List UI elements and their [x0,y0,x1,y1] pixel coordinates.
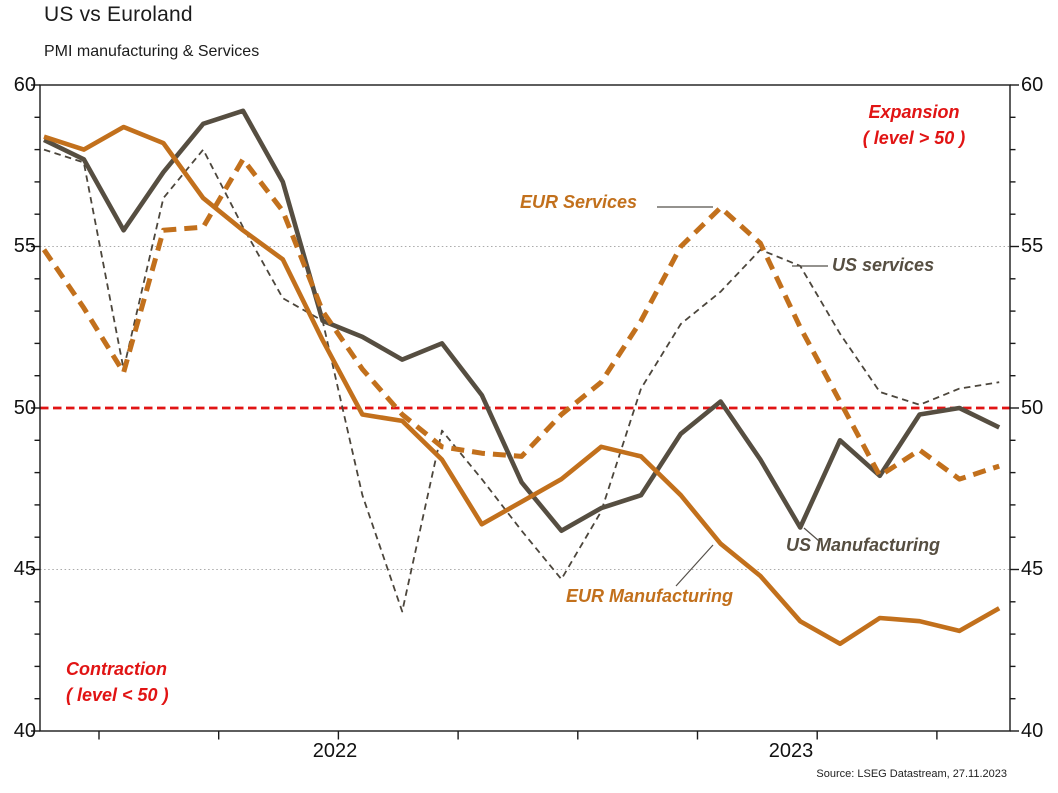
annotation-contraction: Contraction ( level < 50 ) [66,656,169,708]
y-tick-label-left: 50 [13,397,36,419]
series-line-eur-services [41,156,1000,482]
y-tick-label-left: 60 [13,74,36,96]
x-tick-label-2022: 2022 [312,740,358,762]
callout-us-manufacturing [803,527,820,542]
annotation-expansion-line2: ( level > 50 ) [862,128,966,148]
series-line-eur-manufacturing [43,124,1001,647]
y-tick-label-right: 55 [1021,235,1044,257]
page-title: US vs Euroland [44,3,193,26]
series-line-us-manufacturing [42,108,1001,534]
callout-eur-manufacturing [675,544,714,587]
series-label-us-manufacturing: US Manufacturing [786,535,941,555]
series-line-us-services [43,148,1000,613]
y-tick-label-right: 40 [1021,720,1044,742]
annotation-contraction-line1: Contraction [66,659,167,679]
annotation-expansion: Expansion ( level > 50 ) [828,99,1000,151]
series-label-eur-services: EUR Services [520,192,638,212]
series-label-eur-manufacturing: EUR Manufacturing [566,586,734,606]
y-tick-label-right: 45 [1021,558,1044,580]
y-tick-label-right: 50 [1021,397,1044,419]
annotation-contraction-line2: ( level < 50 ) [66,685,169,705]
series-label-us-services: US services [832,255,935,275]
y-tick-label-left: 45 [13,558,36,580]
page-subtitle: PMI manufacturing & Services [44,43,260,60]
y-tick-label-left: 55 [13,235,36,257]
x-tick-label-2023: 2023 [768,740,814,762]
source-note: Source: LSEG Datastream, 27.11.2023 [816,768,1007,780]
y-tick-label-right: 60 [1021,74,1044,96]
y-tick-label-left: 40 [13,720,36,742]
annotation-expansion-line1: Expansion [868,102,960,122]
